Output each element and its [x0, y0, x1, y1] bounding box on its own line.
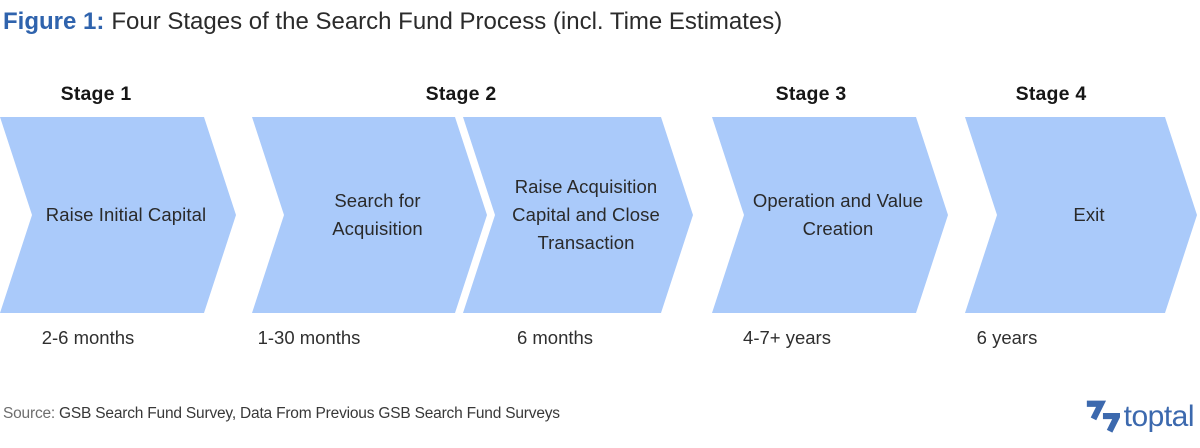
- chevron-raise-acquisition-capital: Raise Acquisition Capital and Close Tran…: [463, 117, 693, 313]
- chevron-text: Operation and Value Creation: [752, 190, 924, 239]
- stage-label-3: Stage 3: [775, 83, 847, 105]
- time-estimate-3: 6 months: [516, 327, 594, 348]
- chevron-text: Search for Acquisition: [332, 190, 423, 239]
- chevron-exit: Exit: [965, 117, 1197, 313]
- figure-title-text: Four Stages of the Search Fund Process (…: [111, 8, 783, 35]
- time-estimate-4: 4-7+ years: [743, 327, 831, 348]
- time-estimate-5: 6 years: [976, 327, 1038, 348]
- stage-label-2: Stage 2: [425, 83, 497, 105]
- source-text: GSB Search Fund Survey, Data From Previo…: [59, 405, 560, 422]
- chevron-operation-value-creation: Operation and Value Creation: [712, 117, 948, 313]
- time-estimate-1: 2-6 months: [41, 327, 135, 348]
- source-label: Source:: [3, 405, 56, 422]
- chevron-text: Raise Acquisition Capital and Close Tran…: [512, 176, 660, 253]
- chevron-text: Raise Initial Capital: [45, 204, 207, 225]
- time-estimate-2: 1-30 months: [257, 327, 361, 348]
- chevron-text: Exit: [1073, 204, 1105, 225]
- figure-number-label: Figure 1:: [3, 8, 105, 35]
- toptal-logo: toptal: [1084, 397, 1195, 437]
- source-note: Source: GSB Search Fund Survey, Data From…: [3, 404, 560, 424]
- chevron-search-for-acquisition: Search for Acquisition: [252, 117, 487, 313]
- toptal-wordmark: toptal: [1123, 400, 1195, 433]
- chevron-raise-initial-capital: Raise Initial Capital: [0, 117, 236, 313]
- toptal-mark-icon: [1086, 400, 1120, 433]
- figure-title: Figure 1: Four Stages of the Search Fund …: [3, 7, 782, 37]
- stage-label-4: Stage 4: [1015, 83, 1087, 105]
- stage-label-1: Stage 1: [60, 83, 132, 105]
